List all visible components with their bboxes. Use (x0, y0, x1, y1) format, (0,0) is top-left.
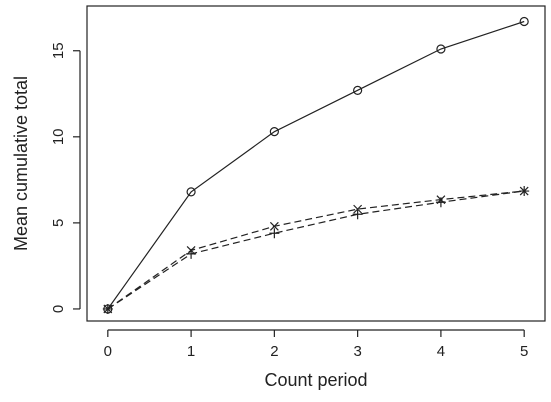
data-point (435, 197, 446, 208)
y-tick-label: 0 (50, 305, 67, 313)
data-point (353, 204, 363, 214)
data-point (186, 248, 197, 259)
x-tick-label: 2 (270, 343, 278, 360)
x-tick-label: 1 (187, 343, 195, 360)
y-tick-label: 15 (50, 42, 67, 59)
data-point (519, 186, 530, 197)
y-axis: 0 5 10 15 (50, 42, 81, 313)
data-point (436, 44, 446, 54)
data-point (269, 221, 279, 231)
x-tick-label: 3 (353, 343, 361, 360)
series-1-line (107, 20, 525, 310)
data-point (269, 228, 280, 239)
x-axis-title: Count period (264, 370, 367, 390)
x-tick-label: 5 (520, 343, 528, 360)
y-tick-label: 5 (50, 219, 67, 227)
data-point (353, 85, 363, 95)
series-2-line (107, 190, 525, 310)
y-tick-label: 10 (50, 128, 67, 145)
series-3-line (107, 190, 525, 310)
data-point (186, 187, 196, 197)
data-point (352, 209, 363, 220)
data-point (102, 303, 113, 314)
data-point (269, 127, 279, 137)
plot-frame (86, 5, 546, 322)
y-axis-title: Mean cumulative total (11, 76, 31, 251)
x-tick-label: 4 (437, 343, 445, 360)
x-tick-label: 0 (104, 343, 112, 360)
x-axis: 0 1 2 3 4 5 (104, 329, 528, 360)
series-group (102, 16, 530, 314)
data-point (519, 16, 529, 27)
